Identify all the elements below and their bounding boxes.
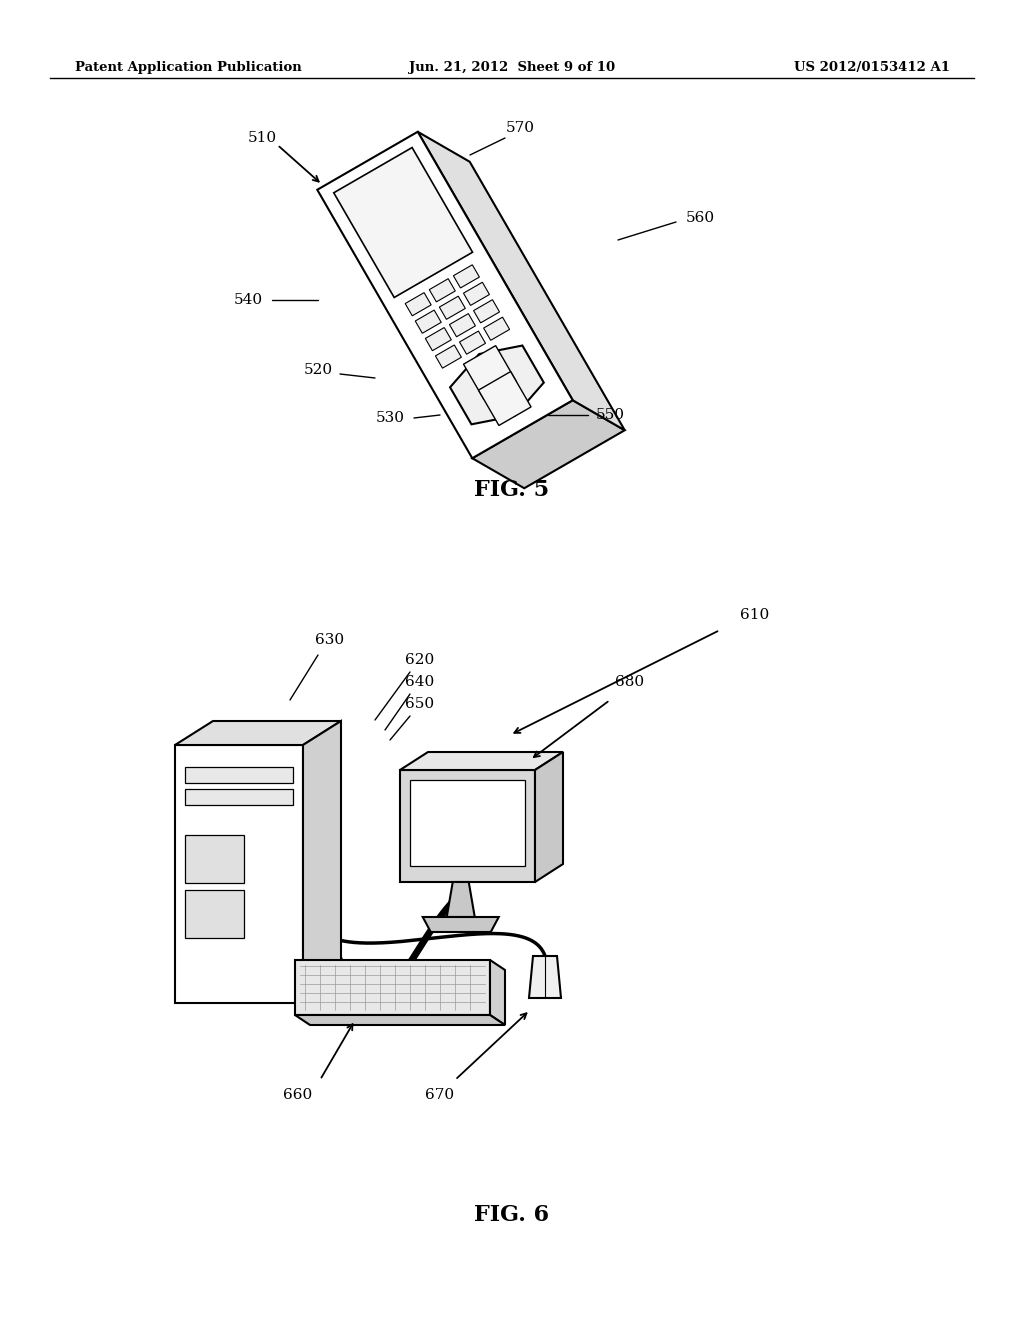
Text: Patent Application Publication: Patent Application Publication (75, 62, 302, 74)
Polygon shape (400, 752, 563, 770)
Bar (185, 789, 293, 805)
Polygon shape (529, 956, 561, 998)
Bar (185, 890, 245, 939)
Polygon shape (460, 331, 485, 354)
Polygon shape (451, 346, 544, 424)
Polygon shape (400, 770, 535, 882)
Polygon shape (473, 300, 500, 323)
Polygon shape (295, 960, 490, 1015)
Polygon shape (317, 132, 572, 458)
Text: 660: 660 (284, 1088, 312, 1102)
Text: Jun. 21, 2012  Sheet 9 of 10: Jun. 21, 2012 Sheet 9 of 10 (409, 62, 615, 74)
Polygon shape (175, 744, 303, 1003)
Polygon shape (416, 310, 441, 333)
Polygon shape (423, 917, 499, 932)
Text: 530: 530 (376, 411, 404, 425)
Polygon shape (295, 1015, 505, 1026)
Polygon shape (435, 345, 462, 368)
Text: 510: 510 (248, 131, 276, 145)
Polygon shape (535, 752, 563, 882)
Text: 570: 570 (506, 121, 535, 135)
Polygon shape (483, 317, 510, 341)
Text: 550: 550 (596, 408, 625, 422)
Text: 680: 680 (615, 675, 644, 689)
Text: 610: 610 (740, 609, 770, 622)
Polygon shape (303, 721, 341, 1003)
Text: US 2012/0153412 A1: US 2012/0153412 A1 (794, 62, 950, 74)
Text: 520: 520 (303, 363, 333, 378)
Polygon shape (406, 293, 431, 315)
Text: 650: 650 (406, 697, 434, 711)
Polygon shape (446, 882, 475, 917)
Polygon shape (454, 265, 479, 288)
Text: FIG. 6: FIG. 6 (474, 1204, 550, 1226)
Text: 540: 540 (233, 293, 262, 308)
Polygon shape (418, 132, 625, 430)
Polygon shape (450, 314, 475, 337)
Polygon shape (472, 400, 625, 488)
Polygon shape (410, 780, 525, 866)
Text: 560: 560 (685, 211, 715, 224)
Text: 640: 640 (406, 675, 434, 689)
Bar (185, 767, 293, 783)
Text: 670: 670 (425, 1088, 455, 1102)
Polygon shape (175, 721, 341, 744)
Text: FIG. 5: FIG. 5 (474, 479, 550, 502)
Polygon shape (334, 148, 472, 297)
Bar (185, 836, 245, 883)
Polygon shape (490, 960, 505, 1026)
Polygon shape (429, 279, 456, 302)
Polygon shape (464, 282, 489, 305)
Polygon shape (464, 346, 516, 400)
Text: 630: 630 (315, 634, 344, 647)
Polygon shape (439, 296, 465, 319)
Text: 620: 620 (406, 653, 434, 667)
Polygon shape (425, 327, 452, 351)
Polygon shape (478, 371, 531, 425)
